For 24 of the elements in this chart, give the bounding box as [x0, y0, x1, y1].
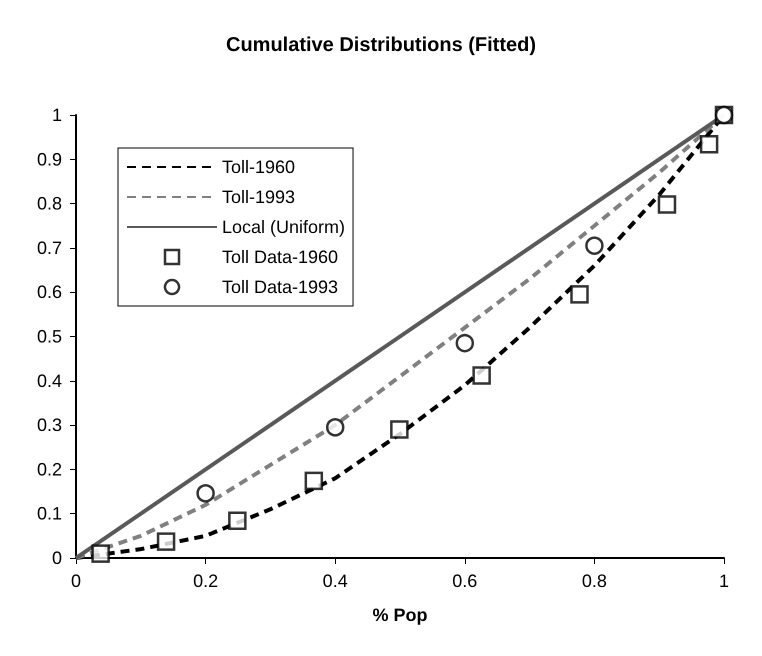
y-tick-label: 0.1 [36, 504, 62, 524]
legend-label: Toll-1960 [222, 157, 296, 177]
y-tick-label: 0.6 [36, 282, 62, 302]
y-tick-label: 0.3 [36, 415, 62, 436]
y-tick-label: 0.2 [36, 459, 62, 480]
legend-label: Toll Data-1960 [222, 247, 338, 267]
y-tick-label: 0.7 [36, 238, 62, 258]
x-tick-label: 0 [70, 571, 82, 591]
legend-label: Toll Data-1993 [222, 277, 338, 297]
y-tick-label: 0 [52, 548, 62, 568]
x-tick-label: 0.8 [582, 571, 607, 591]
x-axis-title: % Pop [372, 605, 428, 625]
x-tick-label: 0.2 [193, 571, 218, 591]
y-tick-label: 0.5 [36, 326, 62, 346]
y-tick-label: 0.9 [36, 149, 62, 170]
x-tick-label: 0.4 [322, 571, 348, 591]
x-tick-label: 1 [718, 571, 730, 591]
chart-title: Cumulative Distributions (Fitted) [226, 34, 536, 56]
y-tick-label: 1 [52, 105, 62, 125]
legend-label: Toll-1993 [222, 187, 296, 207]
x-tick-label: 0.6 [452, 571, 478, 591]
legend-label: Local (Uniform) [222, 217, 346, 237]
y-tick-label: 0.8 [36, 194, 62, 214]
y-tick-label: 0.4 [36, 370, 62, 391]
